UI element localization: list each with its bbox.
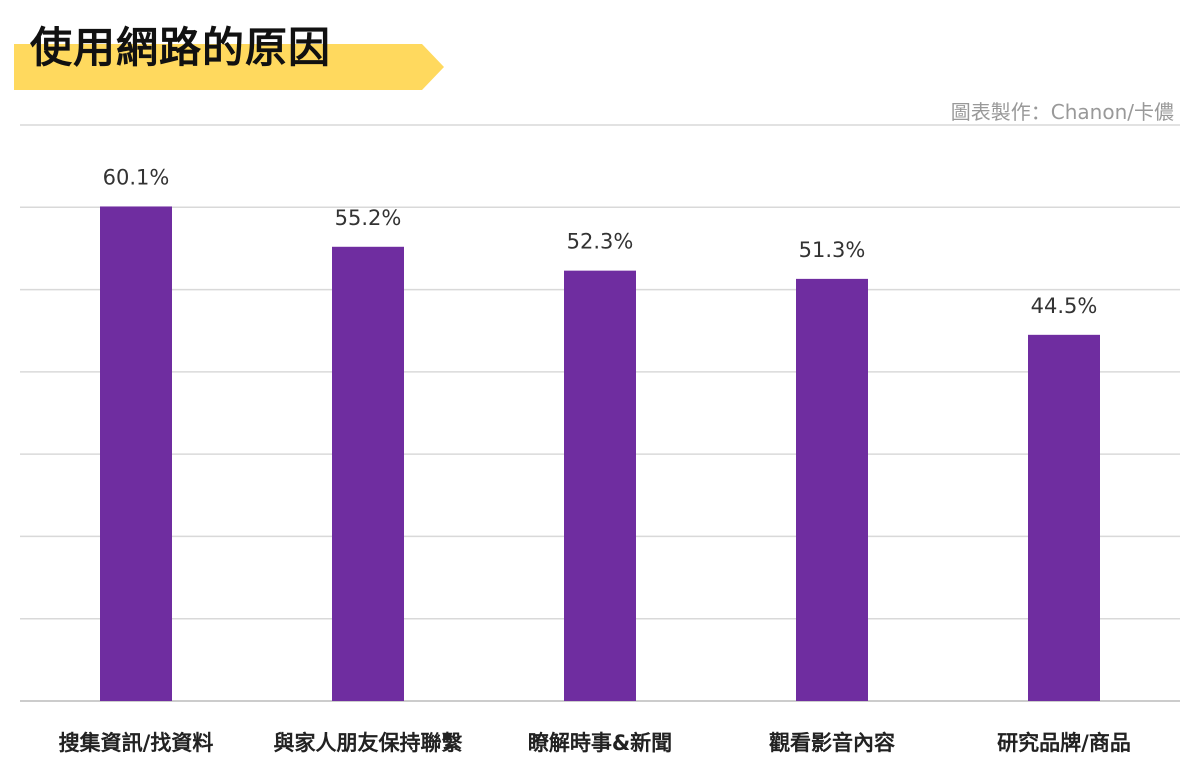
category-label: 瞭解時事&新聞 [528,731,672,755]
value-labels: 60.1% 55.2% 52.3% 51.3% 44.5% [103,165,1098,317]
chart-title: 使用網路的原因 [30,23,332,72]
category-label: 觀看影音內容 [769,731,895,755]
category-label: 搜集資訊/找資料 [59,731,214,755]
value-label: 55.2% [335,206,402,230]
bar [332,246,404,702]
category-label: 研究品牌/商品 [997,731,1131,755]
title-banner [14,44,444,90]
bar [100,206,172,701]
bar [1028,334,1100,701]
value-label: 52.3% [567,230,634,254]
value-label: 60.1% [103,165,170,189]
bar [564,270,636,701]
bar [796,278,868,701]
bars [100,206,1100,702]
value-label: 44.5% [1031,294,1098,318]
category-label: 與家人朋友保持聯繫 [274,731,463,755]
value-label: 51.3% [799,238,866,262]
chart-credit: 圖表製作：Chanon/卡儂 [950,100,1174,124]
category-labels: 搜集資訊/找資料 與家人朋友保持聯繫 瞭解時事&新聞 觀看影音內容 研究品牌/商品 [59,731,1131,755]
